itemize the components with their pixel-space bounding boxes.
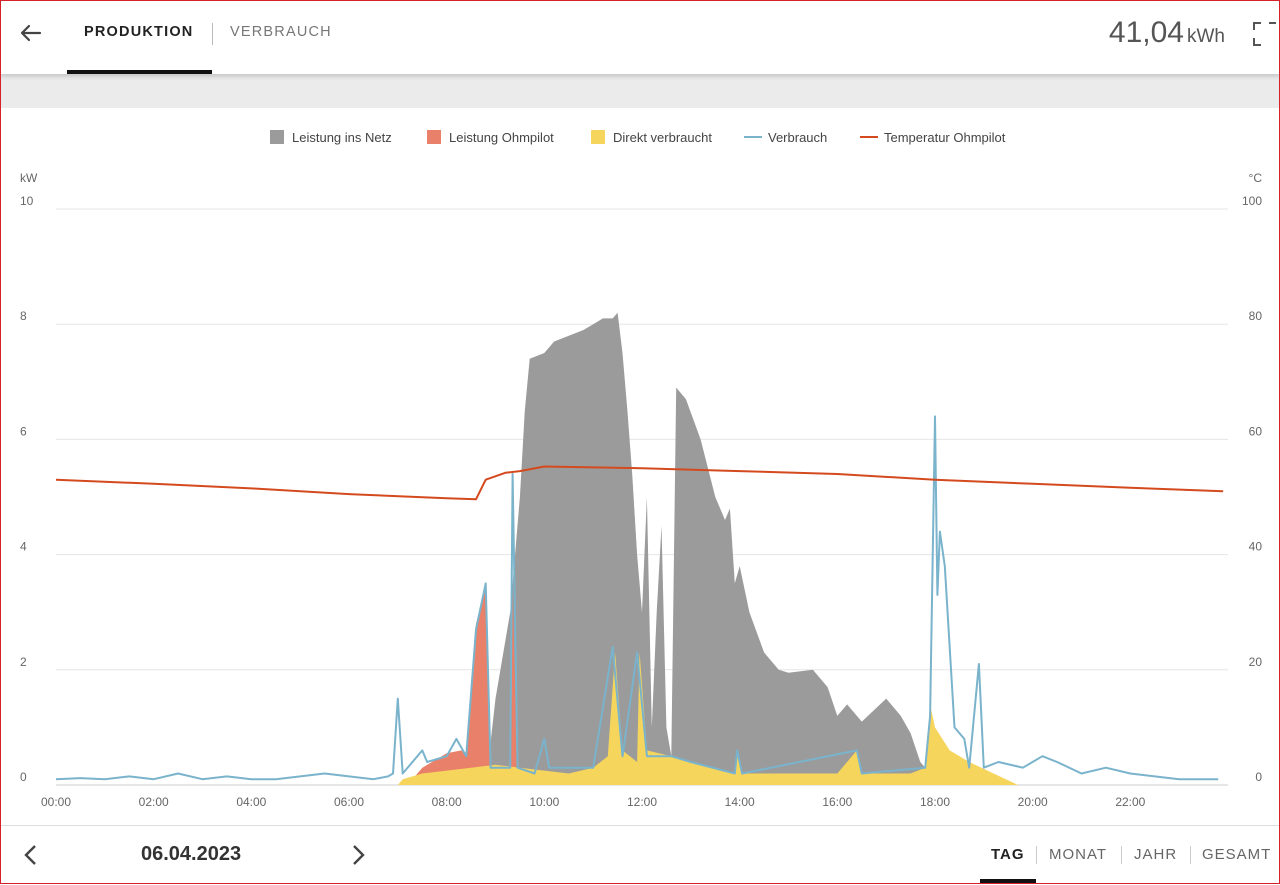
legend-label: Verbrauch <box>768 129 828 145</box>
chevron-left-icon <box>24 845 36 865</box>
active-period-indicator <box>980 879 1036 883</box>
x-tick-label: 18:00 <box>920 795 950 809</box>
x-tick-label: 14:00 <box>725 795 755 809</box>
x-tick-label: 20:00 <box>1018 795 1048 809</box>
legend-label: Temperatur Ohmpilot <box>884 129 1006 145</box>
period-tag[interactable]: TAG <box>991 846 1025 863</box>
x-tick-label: 00:00 <box>41 795 71 809</box>
x-tick-label: 06:00 <box>334 795 364 809</box>
y-tick-label-celsius: 40 <box>1249 540 1263 554</box>
total-energy: 41,04 kWh <box>1109 16 1225 50</box>
fullscreen-button[interactable] <box>1250 19 1280 49</box>
back-button[interactable] <box>14 16 48 50</box>
period-monat[interactable]: MONAT <box>1049 846 1108 863</box>
y-tick-label-celsius: 100 <box>1242 194 1262 208</box>
legend-item-direkt-verbraucht[interactable]: Direkt verbraucht <box>591 128 712 146</box>
total-unit: kWh <box>1187 26 1225 47</box>
legend-item-verbrauch[interactable]: Verbrauch <box>744 128 827 146</box>
x-tick-label: 08:00 <box>432 795 462 809</box>
chart-legend: Leistung ins Netz Leistung Ohmpilot Dire… <box>0 128 1280 148</box>
series-line-temperatur-ohmpilot <box>55 465 1224 501</box>
legend-item-leistung-ins-netz[interactable]: Leistung ins Netz <box>270 128 392 146</box>
prev-day-button[interactable] <box>16 840 46 870</box>
chevron-right-icon <box>353 845 365 865</box>
x-tick-label: 02:00 <box>139 795 169 809</box>
legend-label: Leistung ins Netz <box>292 129 392 145</box>
series-area-direkt-verbraucht <box>397 652 1018 785</box>
fullscreen-icon <box>1253 22 1276 46</box>
active-tab-indicator <box>67 70 212 74</box>
tab-verbrauch[interactable]: VERBRAUCH <box>230 24 332 40</box>
series-line-verbrauch <box>55 415 1219 781</box>
y-axis-unit-kw: kW <box>20 171 38 185</box>
next-day-button[interactable] <box>343 840 373 870</box>
legend-label: Leistung Ohmpilot <box>449 129 554 145</box>
y-tick-label-kw: 10 <box>20 194 34 208</box>
arrow-left-icon <box>20 24 42 42</box>
legend-line <box>744 136 762 138</box>
tab-divider <box>212 23 213 45</box>
x-tick-label: 16:00 <box>822 795 852 809</box>
legend-swatch <box>591 130 605 144</box>
total-value: 41,04 <box>1108 16 1184 49</box>
period-divider <box>1190 846 1191 864</box>
x-tick-label: 10:00 <box>529 795 559 809</box>
y-tick-label-kw: 8 <box>20 309 27 323</box>
x-tick-label: 22:00 <box>1115 795 1145 809</box>
legend-line <box>860 136 878 138</box>
series-area-leistung-ins-netz <box>485 312 935 785</box>
y-tick-label-kw: 2 <box>20 655 27 669</box>
y-tick-label-celsius: 80 <box>1249 309 1263 323</box>
period-jahr[interactable]: JAHR <box>1134 846 1178 863</box>
x-tick-label: 12:00 <box>627 795 657 809</box>
y-tick-label-celsius: 60 <box>1249 424 1263 438</box>
y-tick-label-celsius: 20 <box>1249 655 1263 669</box>
top-bar: PRODUKTION VERBRAUCH 41,04 kWh <box>0 0 1280 74</box>
toolbar-band <box>0 74 1280 108</box>
legend-swatch <box>270 130 284 144</box>
legend-swatch <box>427 130 441 144</box>
period-divider <box>1121 846 1122 864</box>
period-divider <box>1036 846 1037 864</box>
legend-item-leistung-ohmpilot[interactable]: Leistung Ohmpilot <box>427 128 554 146</box>
current-date[interactable]: 06.04.2023 <box>141 843 242 865</box>
x-tick-label: 04:00 <box>236 795 266 809</box>
period-gesamt[interactable]: GESAMT <box>1202 846 1272 863</box>
y-tick-label-celsius: 0 <box>1255 770 1262 784</box>
y-axis-unit-celsius: °C <box>1249 171 1263 185</box>
tab-produktion[interactable]: PRODUKTION <box>84 24 194 40</box>
y-tick-label-kw: 6 <box>20 424 27 438</box>
legend-label: Direkt verbraucht <box>613 129 712 145</box>
y-tick-label-kw: 0 <box>20 770 27 784</box>
y-tick-label-kw: 4 <box>20 540 27 554</box>
bottom-bar: 06.04.2023 TAG MONAT JAHR GESAMT <box>0 825 1280 885</box>
legend-item-temperatur-ohmpilot[interactable]: Temperatur Ohmpilot <box>860 128 1005 146</box>
